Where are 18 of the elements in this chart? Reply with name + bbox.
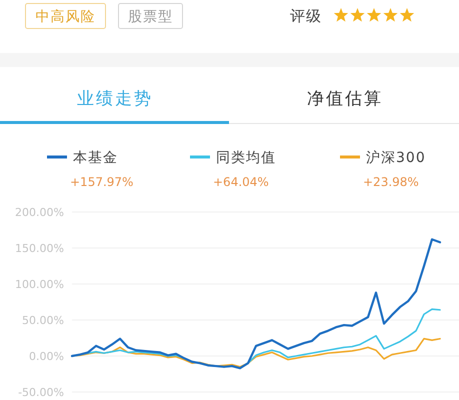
text: +23.98% bbox=[363, 175, 419, 189]
text: 评级 bbox=[290, 7, 322, 25]
legend-label: 本基金 bbox=[73, 150, 118, 166]
legend-label: 同类均值 bbox=[216, 150, 276, 166]
y-tick-label: 200.00% bbox=[15, 206, 64, 219]
line-series bbox=[70, 238, 442, 370]
y-tick-label: 50.00% bbox=[22, 314, 64, 327]
y-tick-label: -50.00% bbox=[18, 386, 64, 399]
legend-label: 沪深300 bbox=[366, 150, 426, 166]
chart-title: 业绩走势 bbox=[77, 89, 153, 109]
text: 股票型 bbox=[128, 9, 173, 25]
y-tick-label: 0.00% bbox=[29, 350, 64, 363]
text: 净值估算 bbox=[307, 89, 383, 109]
text: +64.04% bbox=[213, 175, 269, 189]
text: +157.97% bbox=[70, 175, 134, 189]
text: 中高风险 bbox=[36, 9, 96, 25]
y-tick-label: 150.00% bbox=[15, 242, 64, 255]
y-tick-label: 100.00% bbox=[15, 278, 64, 291]
